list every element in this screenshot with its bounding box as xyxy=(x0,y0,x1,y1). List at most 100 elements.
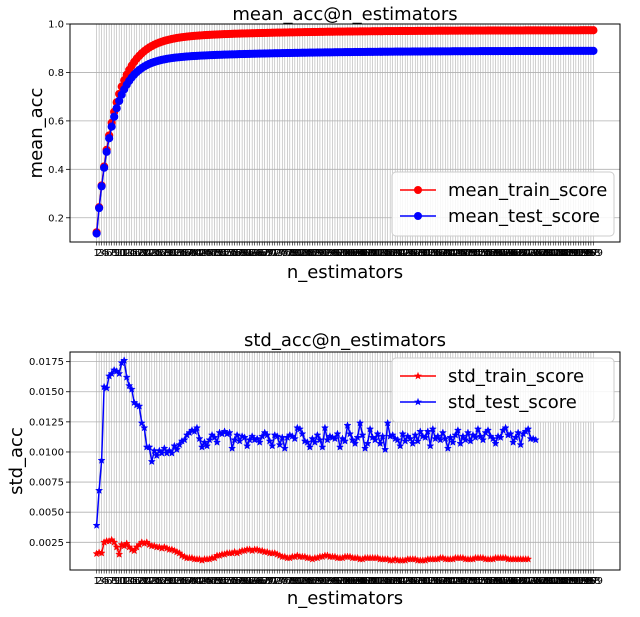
x-tick-label: 11 xyxy=(115,248,128,259)
x-tick-label: 86 xyxy=(304,248,317,259)
y-tick-label: 0.0150 xyxy=(29,387,64,398)
x-tick-label: 123 xyxy=(393,248,412,259)
legend: mean_train_score mean_test_score xyxy=(391,171,615,237)
x-tick-label: 148 xyxy=(456,576,475,587)
x-tick-label: 178 xyxy=(531,248,550,259)
x-tick-label: 199 xyxy=(584,248,603,259)
data-point xyxy=(192,423,202,432)
data-point xyxy=(355,418,365,427)
x-tick-label: 184 xyxy=(546,576,565,587)
x-tick-label: 79 xyxy=(286,576,299,587)
x-tick-label: 19 xyxy=(135,576,148,587)
x-tick-label: 43 xyxy=(196,248,209,259)
x-tick-label: 124 xyxy=(396,248,415,259)
x-tick-label: 27 xyxy=(155,248,168,259)
x-tick-label: 94 xyxy=(324,576,337,587)
x-tick-label: 35 xyxy=(176,576,189,587)
data-point xyxy=(265,436,274,445)
x-tick-label: 23 xyxy=(145,248,158,259)
plot-frame xyxy=(69,351,621,571)
x-tick-label: 193 xyxy=(569,248,588,259)
x-tick-label: 101 xyxy=(338,248,357,259)
x-tick-label: 164 xyxy=(496,576,515,587)
x-tick-label: 177 xyxy=(529,576,548,587)
data-point xyxy=(531,435,540,444)
x-tick-label: 73 xyxy=(271,248,284,259)
data-point xyxy=(453,425,463,434)
x-axis-label: n_estimators xyxy=(287,588,403,609)
data-point xyxy=(97,548,106,557)
x-tick-label: 75 xyxy=(276,248,289,259)
data-point xyxy=(202,441,212,450)
data-point xyxy=(210,433,219,442)
x-tick-label: 160 xyxy=(486,248,505,259)
x-tick-label: 199 xyxy=(584,576,603,587)
x-tick-label: 192 xyxy=(566,576,585,587)
x-tick-label: 12 xyxy=(118,576,131,587)
data-point xyxy=(100,163,109,172)
x-tick-label: 25 xyxy=(150,576,163,587)
x-tick-label: 13 xyxy=(120,248,133,259)
x-tick-label: 127 xyxy=(403,576,422,587)
x-tick-label: 187 xyxy=(554,248,573,259)
x-tick-label: 42 xyxy=(193,248,206,259)
legend-marker xyxy=(414,397,422,406)
data-point xyxy=(365,424,375,433)
data-point xyxy=(363,439,372,448)
x-tick-label: 146 xyxy=(451,576,470,587)
data-point xyxy=(127,385,136,393)
data-point xyxy=(350,439,360,448)
x-tick-label: 41 xyxy=(191,248,204,259)
legend-box xyxy=(391,357,615,423)
x-tick-label: 61 xyxy=(241,248,254,259)
x-tick-label: 167 xyxy=(504,576,523,587)
x-tick-label: 8 xyxy=(111,576,117,587)
data-point xyxy=(501,423,510,432)
legend-label: mean_train_score xyxy=(448,180,607,201)
x-tick-label: 142 xyxy=(441,576,460,587)
x-tick-label: 126 xyxy=(401,576,420,587)
data-point xyxy=(107,369,116,378)
data-point xyxy=(310,438,319,446)
x-tick-label: 154 xyxy=(471,576,490,587)
x-tick-label: 159 xyxy=(483,248,502,259)
data-point xyxy=(483,425,493,434)
x-tick-label: 110 xyxy=(361,248,380,259)
data-point xyxy=(135,401,144,410)
x-tick-label: 2 xyxy=(96,248,102,259)
data-point xyxy=(230,435,239,444)
x-tick-label: 105 xyxy=(348,576,367,587)
x-tick-label: 150 xyxy=(461,576,480,587)
x-tick-label: 132 xyxy=(416,248,435,259)
data-point xyxy=(190,427,199,435)
data-point xyxy=(491,439,500,448)
x-tick-label: 168 xyxy=(506,248,525,259)
data-point xyxy=(102,147,111,156)
x-tick-label: 133 xyxy=(418,576,437,587)
x-tick-label: 134 xyxy=(421,248,440,259)
x-tick-label: 15 xyxy=(125,576,138,587)
data-point xyxy=(441,434,450,443)
x-tick-label: 24 xyxy=(148,576,161,587)
x-tick-label: 195 xyxy=(574,576,593,587)
x-tick-label: 171 xyxy=(514,576,533,587)
data-point xyxy=(360,444,370,452)
x-tick-label: 3 xyxy=(98,576,104,587)
x-tick-label: 130 xyxy=(411,248,430,259)
x-tick-label: 74 xyxy=(273,248,286,259)
x-tick-label: 52 xyxy=(218,576,231,587)
x-tick-label: 129 xyxy=(408,248,427,259)
x-tick-label: 4 xyxy=(101,248,107,259)
x-tick-label: 96 xyxy=(329,248,342,259)
plot-frame xyxy=(69,23,621,243)
data-point xyxy=(358,430,367,439)
x-tick-label: 20 xyxy=(138,248,151,259)
data-point xyxy=(110,112,119,121)
data-point xyxy=(473,424,483,433)
x-tick-label: 147 xyxy=(453,576,472,587)
x-tick-label: 78 xyxy=(283,576,296,587)
x-tick-label: 104 xyxy=(345,576,364,587)
data-point xyxy=(200,438,209,446)
x-tick-label: 190 xyxy=(561,248,580,259)
x-tick-label: 71 xyxy=(266,248,279,259)
